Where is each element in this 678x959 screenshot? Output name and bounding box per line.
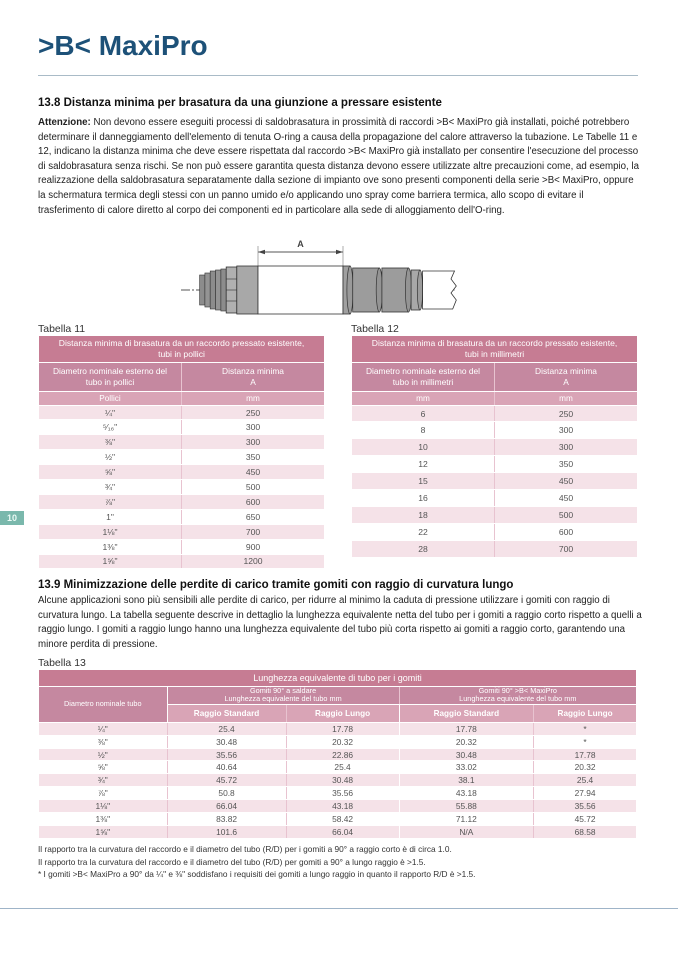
svg-text:A: A bbox=[297, 239, 304, 249]
